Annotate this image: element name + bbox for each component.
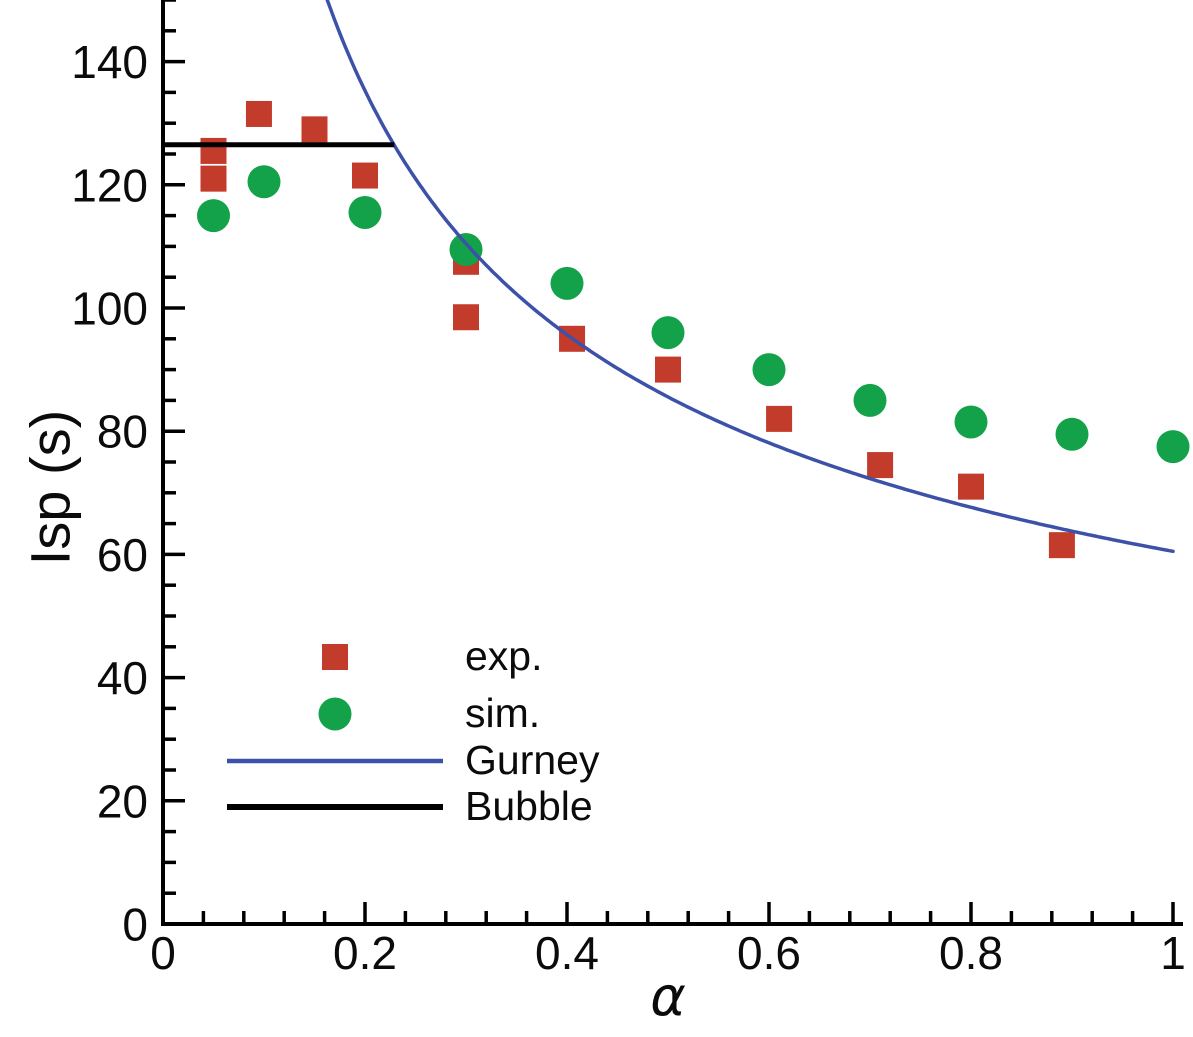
legend-label-bubble: Bubble	[465, 783, 593, 829]
sim-point-marker	[1156, 430, 1190, 464]
series-gurney	[325, 0, 1175, 554]
series-exp	[200, 100, 1075, 559]
x-tick-label: 0.6	[737, 927, 801, 979]
exp-point-marker	[867, 452, 894, 479]
x-tick-labels: 0 0.2 0.4 0.6 0.8 1	[150, 927, 1186, 979]
exp-point-marker	[453, 304, 479, 331]
y-tick-label: 100	[71, 283, 148, 335]
exp-point-marker	[200, 165, 227, 192]
sim-point-marker	[954, 405, 988, 439]
y-tick-label: 140	[71, 36, 148, 88]
exp-point-marker	[301, 116, 328, 143]
exp-point-marker	[200, 137, 227, 164]
legend-label-sim: sim.	[465, 690, 540, 736]
exp-point-marker	[655, 356, 681, 383]
exp-point-marker	[352, 162, 378, 189]
x-tick-label: 0.4	[535, 927, 599, 979]
y-tick-label: 20	[97, 775, 148, 827]
exp-point-marker	[245, 100, 272, 127]
gurney-curve-line	[325, 0, 1175, 554]
sim-point-marker	[348, 196, 382, 230]
sim-point-marker	[651, 316, 685, 350]
y-tick-label: 80	[97, 406, 148, 458]
sim-point-marker	[197, 199, 230, 233]
sim-point-marker	[449, 232, 483, 266]
legend-swatch-sim	[318, 697, 352, 731]
y-tick-label: 120	[71, 159, 148, 211]
exp-point-marker	[958, 473, 984, 500]
x-tick-label: 1	[1160, 927, 1186, 979]
legend-swatch-exp	[322, 644, 348, 670]
x-tick-label: 0.8	[939, 927, 1003, 979]
exp-point-marker	[1048, 532, 1075, 559]
y-tick-label: 40	[97, 652, 148, 704]
y-tick-label: 60	[97, 529, 148, 581]
legend-label-exp: exp.	[465, 633, 543, 679]
legend-label-gurney: Gurney	[465, 737, 600, 783]
y-tick-labels: 0 20 40 60 80 100 120 140	[71, 36, 148, 950]
sim-point-marker	[1055, 417, 1089, 451]
sim-point-marker	[752, 353, 786, 387]
sim-point-marker	[550, 266, 584, 300]
series-sim	[197, 165, 1190, 464]
exp-point-marker	[766, 405, 793, 432]
sim-point-marker	[247, 165, 281, 199]
ticks	[161, 0, 1175, 926]
sim-point-marker	[853, 383, 887, 417]
x-tick-label: 0	[150, 927, 176, 979]
y-tick-label: 0	[122, 899, 148, 951]
x-tick-label: 0.2	[333, 927, 397, 979]
